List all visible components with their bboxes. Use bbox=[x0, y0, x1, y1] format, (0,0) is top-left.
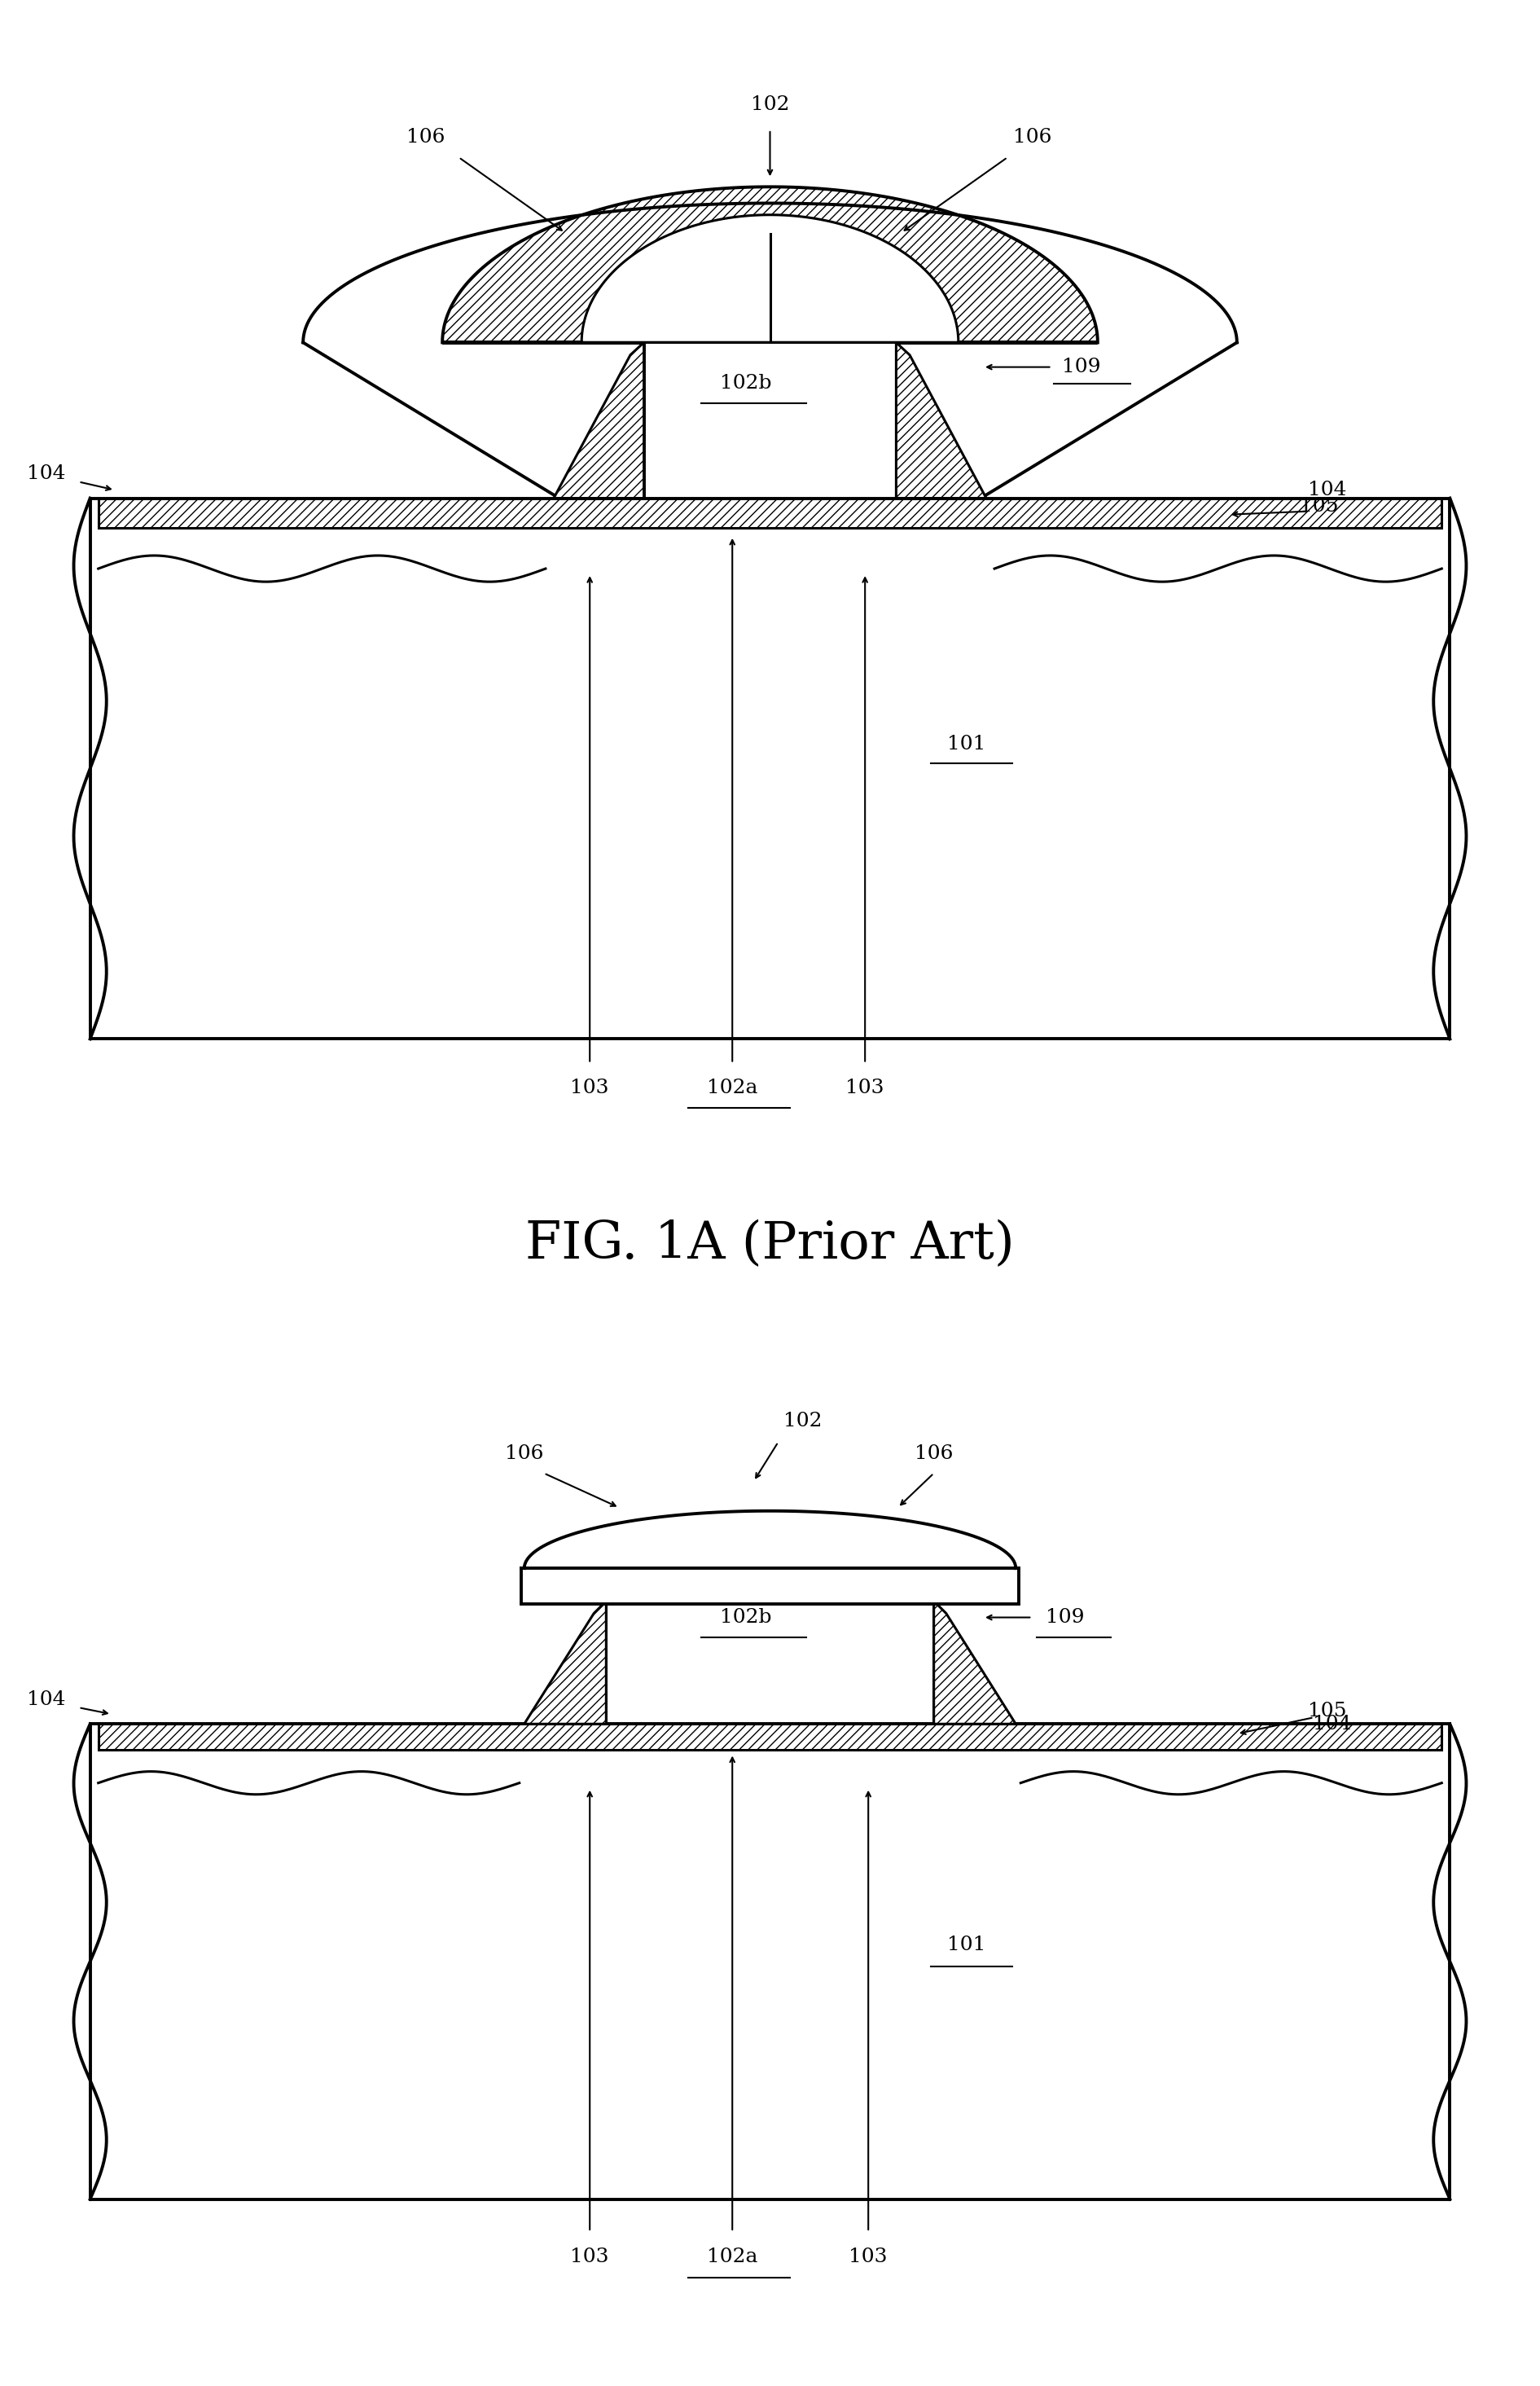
Text: 102b: 102b bbox=[719, 1608, 772, 1627]
Text: 106: 106 bbox=[407, 129, 445, 148]
Text: 102b: 102b bbox=[719, 375, 772, 394]
Text: 104: 104 bbox=[26, 465, 65, 482]
Text: 104: 104 bbox=[26, 1689, 65, 1708]
Polygon shape bbox=[896, 344, 986, 499]
Bar bbox=[521, 1568, 1019, 1603]
Polygon shape bbox=[582, 215, 958, 344]
Bar bbox=[99, 499, 1441, 527]
Text: 101: 101 bbox=[947, 1935, 986, 1954]
Polygon shape bbox=[442, 186, 1098, 344]
Text: 103: 103 bbox=[845, 1078, 884, 1098]
Bar bbox=[644, 344, 898, 499]
Polygon shape bbox=[933, 1601, 1016, 1725]
Text: 109: 109 bbox=[1063, 358, 1101, 377]
Text: FIG. 1A (Prior Art): FIG. 1A (Prior Art) bbox=[525, 1219, 1015, 1269]
Text: 104: 104 bbox=[1307, 480, 1346, 499]
Text: 103: 103 bbox=[570, 1078, 610, 1098]
Text: 109: 109 bbox=[1046, 1608, 1084, 1627]
Text: 105: 105 bbox=[1307, 1701, 1346, 1720]
Text: 106: 106 bbox=[915, 1444, 953, 1463]
Polygon shape bbox=[554, 344, 644, 499]
Text: 106: 106 bbox=[505, 1444, 544, 1463]
Text: 103: 103 bbox=[570, 2248, 610, 2267]
Text: 104: 104 bbox=[1312, 1716, 1351, 1732]
Text: 105: 105 bbox=[1300, 496, 1338, 515]
Text: 102: 102 bbox=[750, 95, 790, 115]
Bar bbox=[99, 1725, 1441, 1751]
Polygon shape bbox=[524, 1601, 607, 1725]
Bar bbox=[607, 1601, 933, 1725]
Text: 102a: 102a bbox=[707, 2248, 758, 2267]
Bar bbox=[91, 499, 1449, 1038]
Text: 106: 106 bbox=[1013, 129, 1052, 148]
Text: 101: 101 bbox=[947, 735, 986, 754]
Bar bbox=[91, 1725, 1449, 2200]
Text: 102: 102 bbox=[784, 1413, 822, 1429]
Text: 103: 103 bbox=[849, 2248, 887, 2267]
Text: 102a: 102a bbox=[707, 1078, 758, 1098]
